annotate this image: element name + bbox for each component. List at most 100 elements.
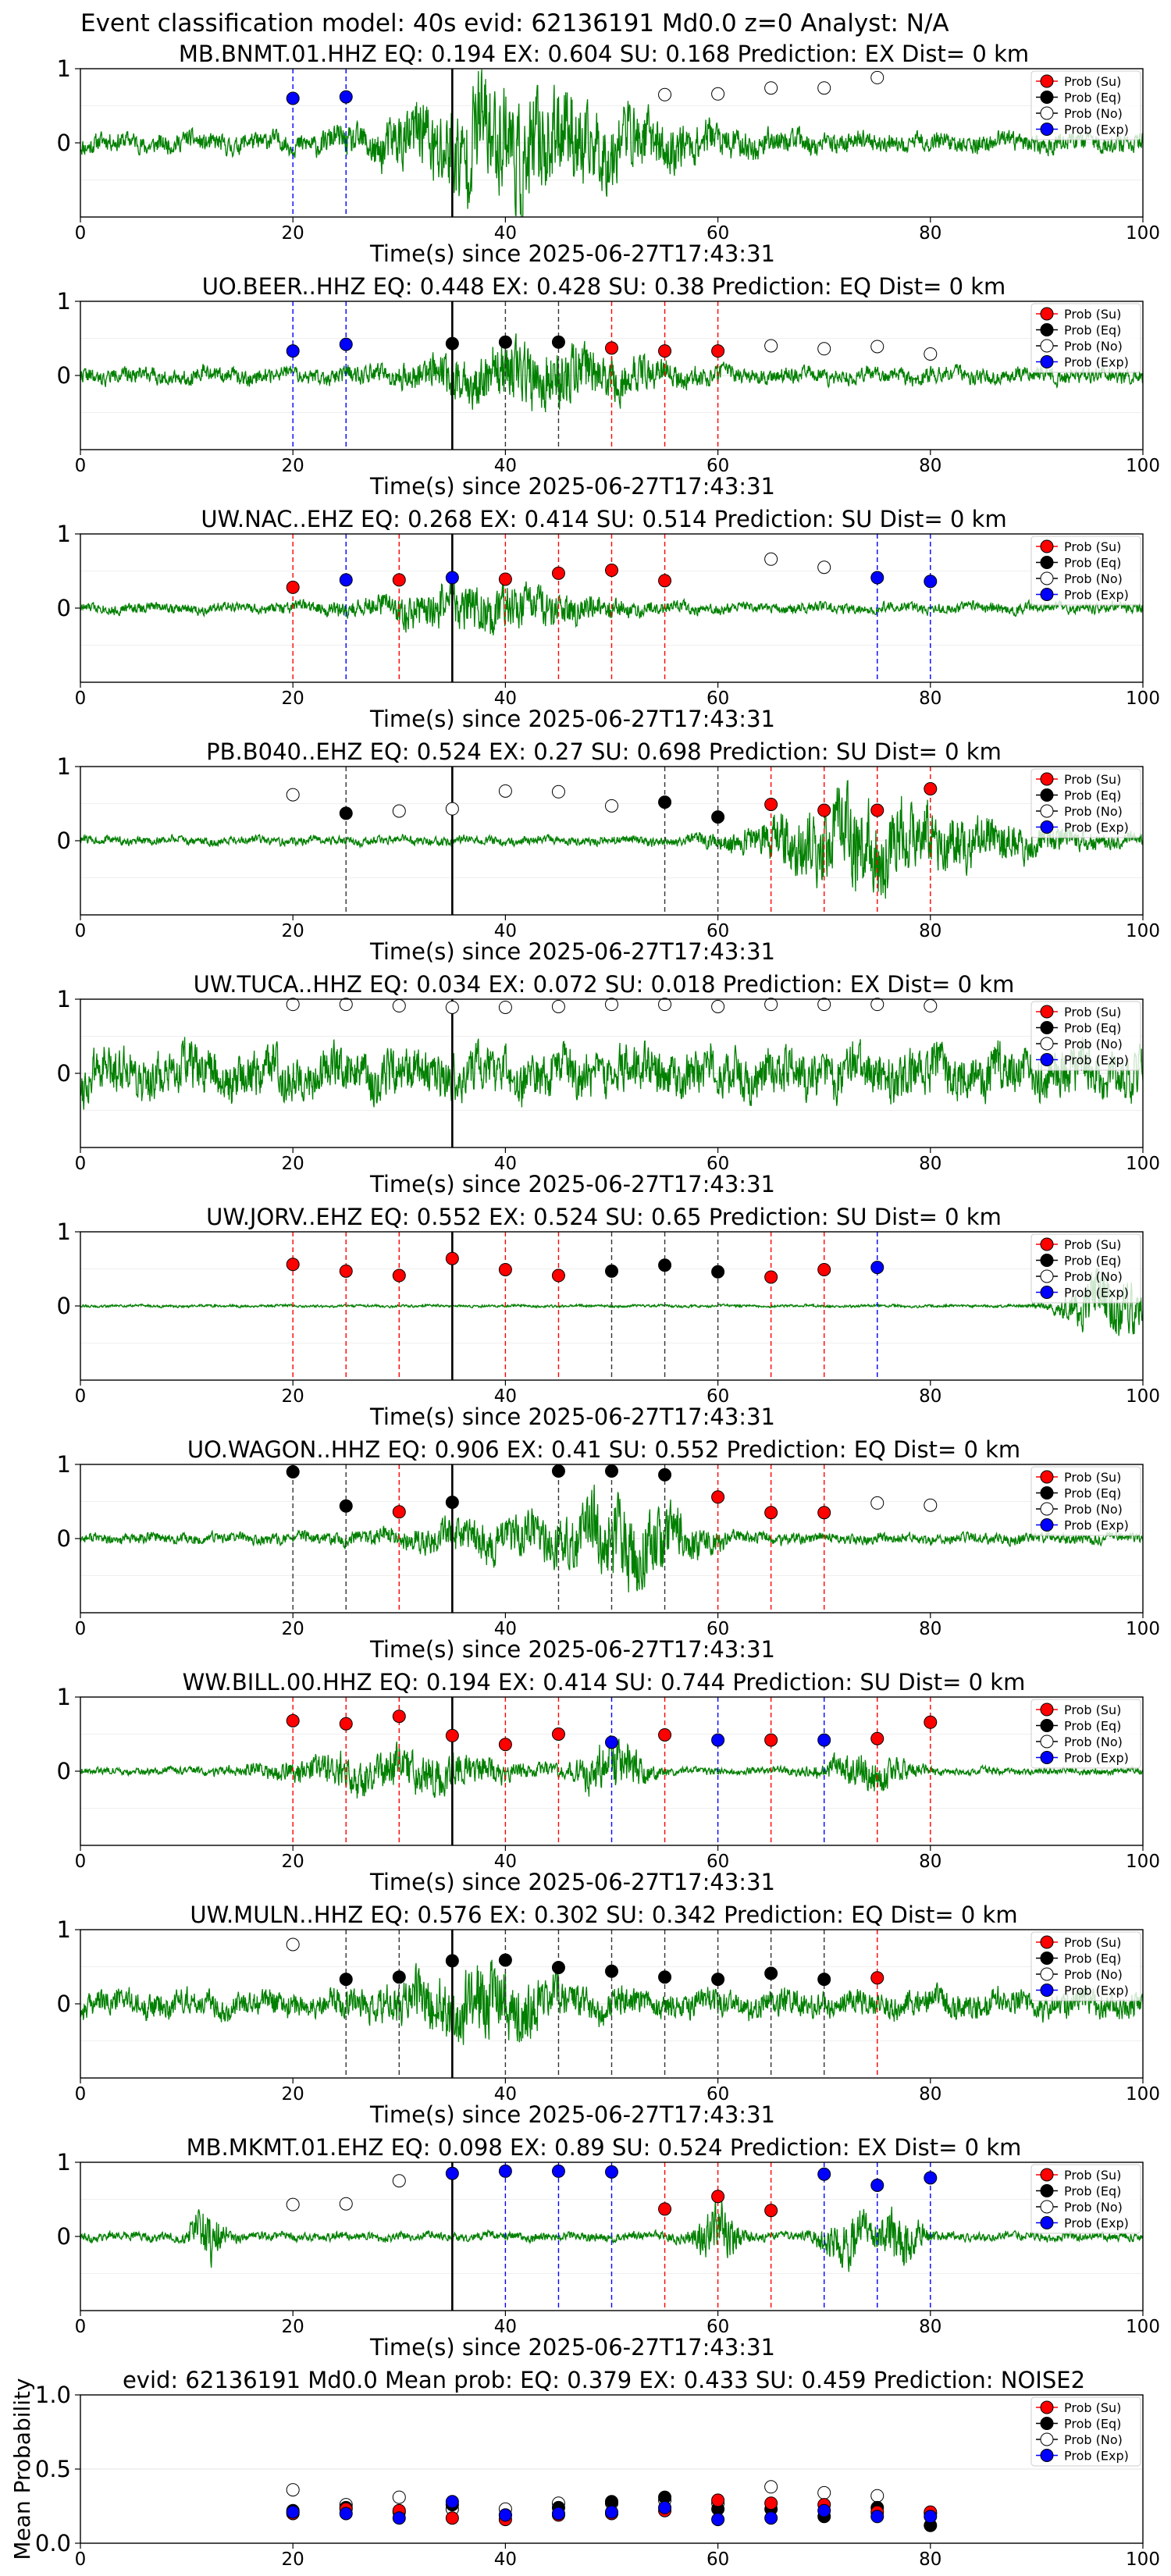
prob-marker-su: [817, 1262, 831, 1276]
x-tick-label: 0: [75, 223, 87, 244]
legend-marker-exp: [1040, 123, 1054, 136]
prob-marker-eq: [392, 1970, 406, 1984]
prob-marker-su: [551, 1727, 565, 1741]
panel-title: UW.MULN..HHZ EQ: 0.576 EX: 0.302 SU: 0.3…: [190, 1902, 1017, 1928]
prob-marker-exp: [605, 1735, 618, 1749]
prob-marker-no: [445, 1000, 459, 1014]
x-tick-label: 20: [282, 921, 304, 941]
prob-marker-exp: [924, 2171, 938, 2185]
panel-title: UO.BEER..HHZ EQ: 0.448 EX: 0.428 SU: 0.3…: [202, 273, 1006, 300]
x-tick-label: 100: [1126, 921, 1160, 941]
prob-marker-no: [339, 2197, 353, 2211]
x-tick-label: 0: [75, 921, 87, 941]
prob-marker-no: [711, 87, 725, 101]
y-tick-label: 1: [57, 753, 71, 780]
legend-marker-exp: [1040, 1751, 1054, 1764]
x-tick-label: 80: [919, 1619, 941, 1639]
legend-box: [1030, 1699, 1141, 1769]
legend-marker-su: [1040, 1005, 1054, 1019]
x-tick-label: 100: [1126, 1619, 1160, 1639]
prob-marker-su: [392, 1710, 406, 1724]
legend-marker-no: [1040, 1735, 1054, 1749]
prob-marker-eq: [605, 1964, 618, 1978]
x-axis-label: Time(s) since 2025-06-27T17:43:31: [369, 938, 775, 965]
prob-marker-no: [764, 552, 778, 566]
prob-marker-su: [605, 564, 618, 578]
legend-marker-eq: [1040, 1254, 1054, 1267]
panel-title: MB.BNMT.01.HHZ EQ: 0.194 EX: 0.604 SU: 0…: [179, 41, 1029, 67]
prob-marker-eq: [764, 1966, 778, 1980]
x-tick-label: 0: [75, 1386, 87, 1407]
legend-label-no: Prob (No): [1064, 2200, 1123, 2215]
prob-marker-exp: [605, 2165, 618, 2179]
prob-marker-su: [658, 344, 672, 358]
prob-marker-su: [498, 572, 512, 586]
prob-marker-eq: [445, 1954, 459, 1968]
y-tick-label: 1: [57, 1916, 71, 1943]
x-tick-label: 80: [919, 2084, 941, 2105]
x-tick-label: 0: [75, 456, 87, 476]
mean-marker-exp: [286, 2505, 300, 2519]
legend-label-exp: Prob (Exp): [1064, 1518, 1129, 1533]
legend-marker-su: [1040, 74, 1054, 88]
panel-title: evid: 62136191 Md0.0 Mean prob: EQ: 0.37…: [123, 2367, 1085, 2393]
legend-marker-no: [1040, 339, 1054, 353]
legend-label-exp: Prob (Exp): [1064, 1984, 1129, 1998]
legend-label-su: Prob (Su): [1064, 2168, 1121, 2183]
x-tick-label: 20: [282, 456, 304, 476]
prob-marker-no: [817, 998, 831, 1012]
x-axis-label: Time(s) since 2025-06-27T17:43:31: [369, 2101, 775, 2128]
panel-3: UW.NAC..EHZ EQ: 0.268 EX: 0.414 SU: 0.51…: [57, 506, 1160, 732]
prob-marker-eq: [445, 336, 459, 350]
prob-marker-su: [339, 1264, 353, 1278]
legend-box: [1030, 535, 1141, 606]
prob-marker-no: [764, 339, 778, 353]
legend-label-exp: Prob (Exp): [1064, 588, 1129, 603]
x-axis-label: Time(s) since 2025-06-27T17:43:31: [369, 1636, 775, 1663]
legend-marker-exp: [1040, 588, 1054, 601]
y-tick-label: 1: [57, 1451, 71, 1478]
plot-area: [80, 1697, 1143, 1845]
prob-marker-exp: [286, 91, 300, 105]
x-axis-label: Time(s) since 2025-06-27T17:43:31: [369, 1404, 775, 1430]
panel-title: MB.MKMT.01.EHZ EQ: 0.098 EX: 0.89 SU: 0.…: [187, 2134, 1022, 2161]
legend-label-no: Prob (No): [1064, 2432, 1123, 2447]
y-tick-label: 0: [57, 1758, 71, 1784]
prob-marker-su: [817, 1506, 831, 1520]
x-tick-label: 20: [282, 2549, 304, 2570]
x-tick-label: 40: [494, 2317, 517, 2337]
mean-marker-exp: [498, 2508, 512, 2522]
legend-marker-exp: [1040, 1286, 1054, 1299]
mean-marker-exp: [551, 2507, 565, 2521]
prob-marker-exp: [817, 2167, 831, 2181]
panel-9: UW.MULN..HHZ EQ: 0.576 EX: 0.302 SU: 0.3…: [57, 1902, 1160, 2128]
prob-marker-su: [286, 1713, 300, 1727]
legend-label-exp: Prob (Exp): [1064, 355, 1129, 370]
legend-label-eq: Prob (Eq): [1064, 323, 1121, 338]
legend-label-exp: Prob (Exp): [1064, 820, 1129, 835]
prob-marker-exp: [551, 2164, 565, 2178]
prob-marker-su: [339, 1717, 353, 1731]
x-tick-label: 100: [1126, 2317, 1160, 2337]
prob-marker-no: [392, 999, 406, 1013]
prob-marker-no: [870, 1496, 884, 1510]
x-tick-label: 100: [1126, 1852, 1160, 1872]
x-tick-label: 0: [75, 2084, 87, 2105]
x-tick-label: 100: [1126, 2549, 1160, 2570]
x-tick-label: 40: [494, 2084, 517, 2105]
panel-2: UO.BEER..HHZ EQ: 0.448 EX: 0.428 SU: 0.3…: [57, 273, 1160, 500]
figure-suptitle: Event classification model: 40s evid: 62…: [80, 9, 949, 37]
x-tick-label: 80: [919, 223, 941, 244]
plot-area: [80, 69, 1143, 217]
x-tick-label: 0: [75, 2317, 87, 2337]
prob-marker-exp: [339, 337, 353, 351]
x-tick-label: 20: [282, 1852, 304, 1872]
legend-label-exp: Prob (Exp): [1064, 2449, 1129, 2464]
y-tick-label: 0.5: [35, 2456, 71, 2482]
prob-marker-no: [764, 998, 778, 1012]
mean-marker-exp: [817, 2503, 831, 2517]
x-tick-label: 0: [75, 1154, 87, 1174]
legend-marker-eq: [1040, 1486, 1054, 1500]
prob-marker-eq: [817, 1973, 831, 1987]
